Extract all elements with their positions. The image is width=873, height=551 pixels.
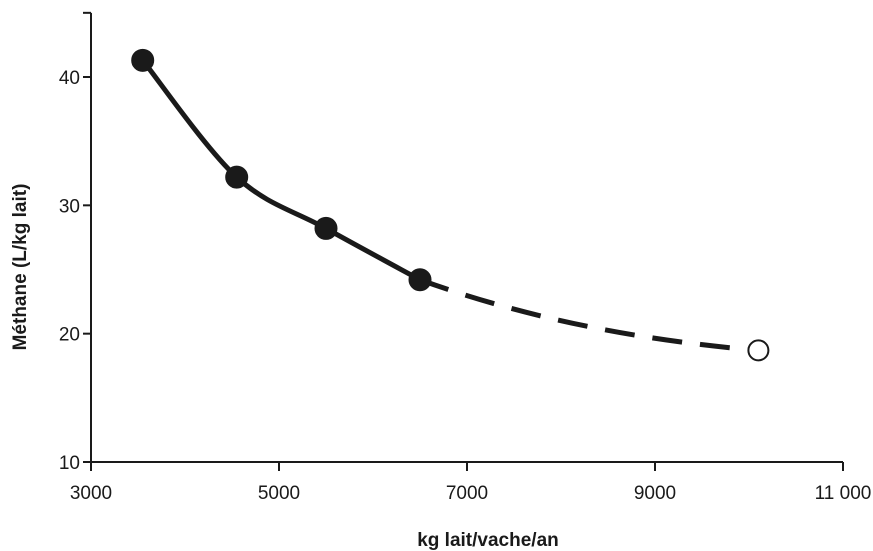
- x-axis-title: kg lait/vache/an: [417, 530, 559, 551]
- data-point: [408, 268, 432, 292]
- data-point: [131, 48, 155, 72]
- y-tick-label: 30: [59, 196, 80, 217]
- markers: [131, 48, 770, 362]
- x-tick-label: 5000: [258, 483, 300, 504]
- data-point: [314, 216, 338, 240]
- dashed-curve: [419, 277, 759, 353]
- y-tick-label: 40: [59, 68, 80, 89]
- curves: [140, 57, 759, 353]
- y-axis: 10 20 30 40: [59, 11, 92, 474]
- x-tick-label: 3000: [70, 483, 112, 504]
- x-axis: 3000 5000 7000 9000 11 000: [70, 461, 872, 504]
- data-point-open: [747, 339, 770, 362]
- solid-curve: [140, 57, 423, 283]
- x-tick-label: 7000: [446, 483, 488, 504]
- y-axis-title: Méthane (L/kg lait): [10, 184, 31, 351]
- data-point: [225, 165, 249, 189]
- y-tick-label: 10: [59, 453, 80, 474]
- x-tick-label: 9000: [634, 483, 676, 504]
- x-tick-label: 11 000: [815, 483, 872, 504]
- y-tick-label: 20: [59, 325, 80, 346]
